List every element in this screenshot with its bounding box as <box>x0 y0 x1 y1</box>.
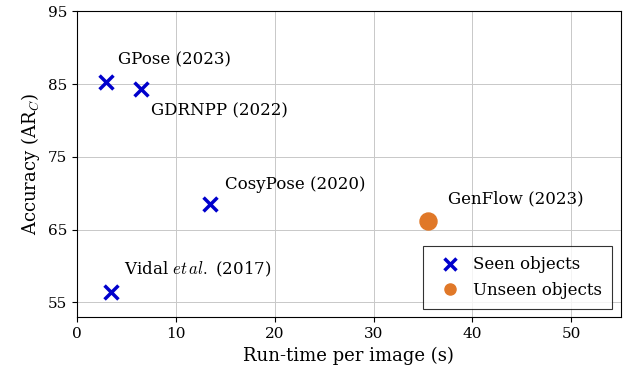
Point <box>205 201 216 207</box>
Point <box>136 86 146 92</box>
Point <box>423 218 433 224</box>
Point <box>106 289 116 295</box>
Point <box>101 79 111 85</box>
Text: GenFlow (2023): GenFlow (2023) <box>448 191 583 208</box>
Y-axis label: Accuracy (AR$_C$): Accuracy (AR$_C$) <box>19 93 42 235</box>
Text: Vidal $\mathit{et\,al.}$ (2017): Vidal $\mathit{et\,al.}$ (2017) <box>124 260 271 279</box>
Legend: Seen objects, Unseen objects: Seen objects, Unseen objects <box>424 247 612 309</box>
Text: GDRNPP (2022): GDRNPP (2022) <box>151 102 288 119</box>
Text: CosyPose (2020): CosyPose (2020) <box>225 176 365 193</box>
Text: GPose (2023): GPose (2023) <box>118 51 231 68</box>
X-axis label: Run-time per image (s): Run-time per image (s) <box>243 346 454 364</box>
